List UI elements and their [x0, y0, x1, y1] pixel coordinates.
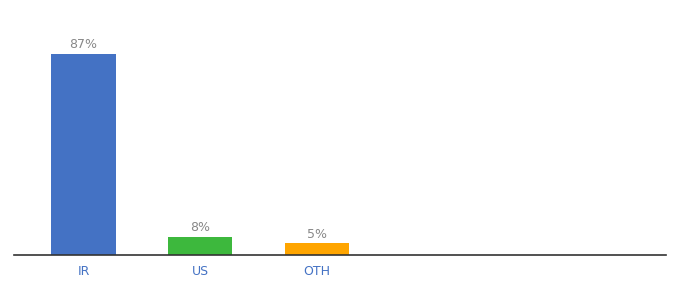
Bar	[168, 236, 232, 255]
Bar	[285, 243, 349, 255]
Bar	[52, 54, 116, 255]
Text: 87%: 87%	[69, 38, 97, 51]
Text: 5%: 5%	[307, 228, 326, 241]
Text: 8%: 8%	[190, 221, 210, 234]
